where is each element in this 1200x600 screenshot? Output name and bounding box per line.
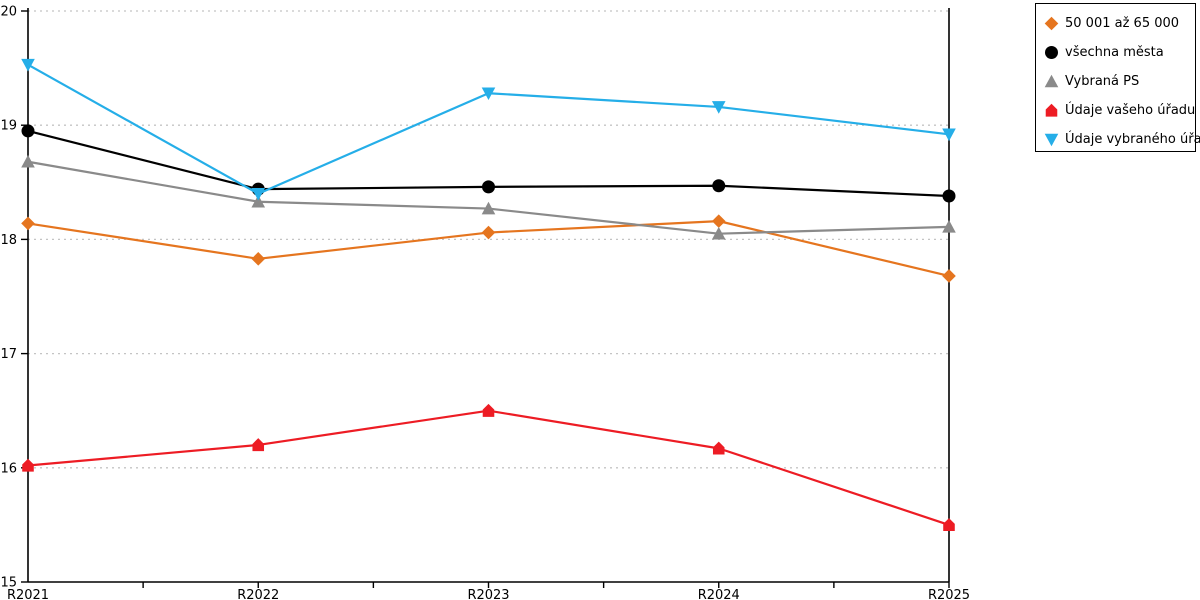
data-point [251,187,266,201]
data-point [943,518,955,532]
legend-marker-shape [1044,74,1059,88]
legend-item: všechna města [1036,38,1195,67]
data-point [251,252,266,266]
legend-marker-shape [1044,133,1059,147]
legend-marker-triangle-down-icon [1044,133,1059,147]
x-tick-label: R2021 [7,588,49,600]
data-point [712,441,725,455]
data-point [942,189,956,203]
data-point [481,225,496,240]
x-tick-label: R2023 [467,588,509,600]
y-tick-label: 19 [0,119,17,134]
data-point [251,194,266,208]
legend-item-label: všechna města [1065,45,1164,60]
data-point [21,216,35,231]
data-point [21,154,35,168]
data-point [481,201,496,215]
data-point [711,226,726,240]
data-point [21,58,35,72]
series-line [26,160,951,235]
data-point [21,124,35,138]
data-point [481,87,496,101]
x-tick-label: R2025 [928,588,970,600]
legend-box: 50 001 až 65 000 všechna města Vybraná PS Ú… [1035,3,1200,154]
series-line [26,63,951,195]
legend-item-label: 50 001 až 65 000 [1065,16,1180,31]
legend-marker-shape [1045,46,1058,59]
x-tick-label: R2024 [698,588,740,600]
legend-item: 50 001 až 65 000 [1036,9,1195,38]
data-point [712,179,726,193]
data-point [942,269,956,283]
legend-marker-triangle-up-icon [1044,74,1059,88]
y-tick-label: 15 [0,576,17,591]
data-point [942,128,956,142]
data-point [711,214,726,228]
legend-item: Údaje vybraného úřadu [1036,125,1200,154]
data-point [482,403,495,417]
y-tick-label: 17 [0,347,17,362]
y-tick-label: 20 [0,5,17,20]
legend-item-label: Údaje vybraného úřadu [1065,132,1200,147]
legend-marker-circle-icon [1045,46,1058,59]
data-point [711,101,726,114]
legend-marker-diamond-icon [1044,16,1059,31]
legend-marker-shape [1045,103,1058,117]
legend-item: Vybraná PS [1036,67,1195,96]
data-point [252,438,265,452]
legend-marker-pentagon-icon [1045,103,1058,117]
legend-item-label: Údaje vašeho úřadu [1065,103,1196,118]
x-tick-label: R2022 [237,588,279,600]
data-point [22,458,34,472]
legend-item-label: Vybraná PS [1065,74,1140,89]
data-point [942,220,956,233]
y-tick-label: 18 [0,233,17,248]
data-point [482,180,495,194]
y-tick-label: 16 [0,461,17,476]
legend-marker-shape [1044,16,1059,31]
legend-item: Údaje vašeho úřadu [1036,96,1195,125]
